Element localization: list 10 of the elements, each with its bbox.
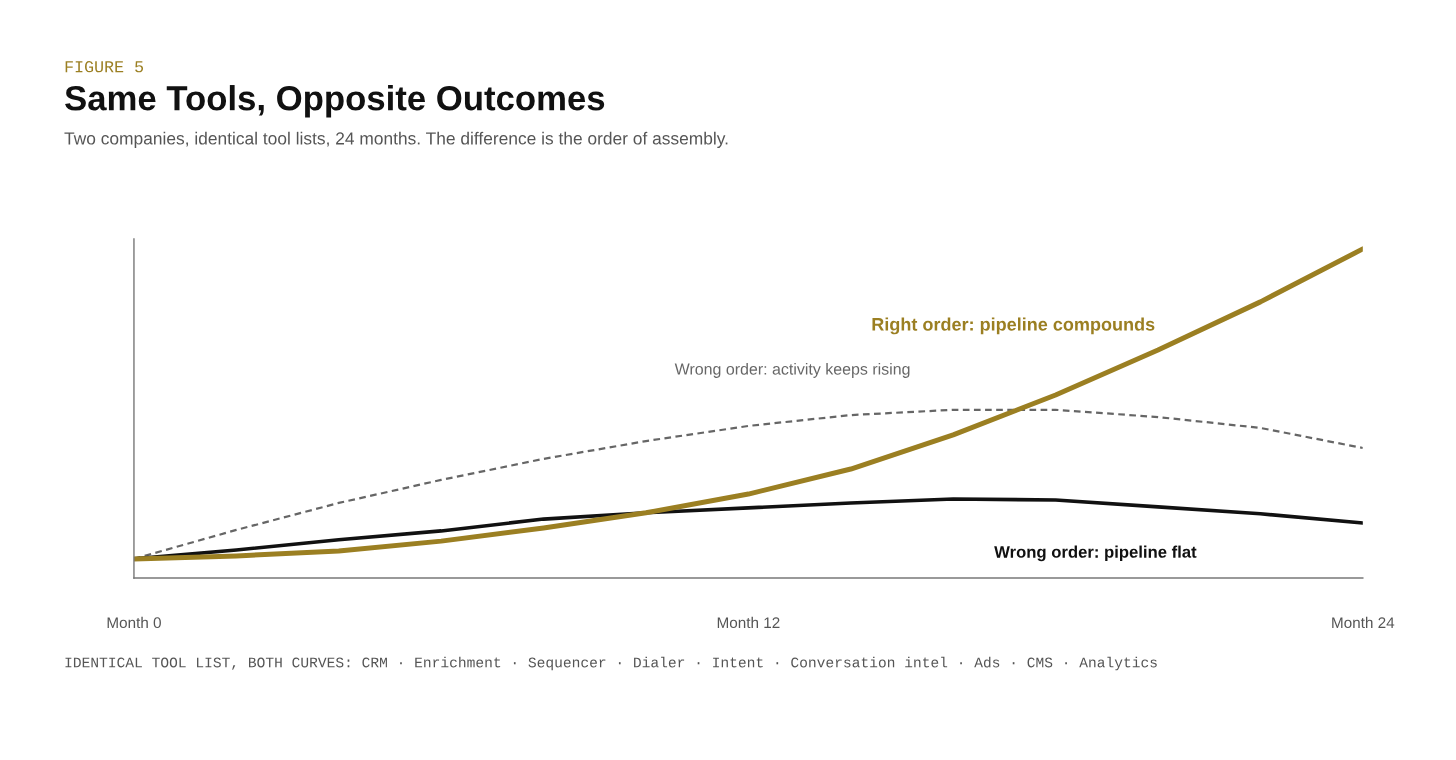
caption: FIGURE 5 xyxy=(65,61,144,73)
text: Wrong order: pipeline flat xyxy=(994,545,1197,562)
chart-title: Same Tools, Opposite Outcomes xyxy=(65,85,605,118)
x-tick-label: Month 12 xyxy=(717,616,780,629)
chart-subtitle: Two companies, identical tool lists, 24 months. The difference is the order of assembly. xyxy=(64,131,728,148)
text: Wrong order: activity keeps rising xyxy=(674,363,910,378)
series-label: Right order: pipeline compounds xyxy=(872,317,1155,335)
x-tick-label: Month 24 xyxy=(1332,616,1395,629)
text: IDENTICAL TOOL LIST, BOTH CURVES: CRM · Enrichment · Sequencer · Dialer · Intent · Conversation intel · Ads · CMS · Analytics xyxy=(65,656,1157,671)
x-tick-label: Month 0 xyxy=(107,616,161,629)
